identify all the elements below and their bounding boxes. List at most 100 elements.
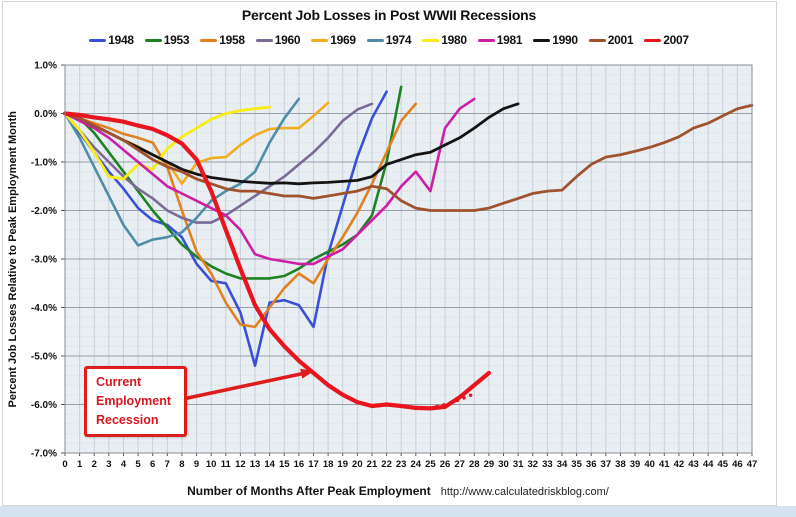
legend-swatch-1958	[200, 38, 218, 42]
legend-item-1948: 1948	[89, 33, 134, 47]
series-line-1953	[63, 85, 403, 280]
legend-item-2007: 2007	[644, 33, 689, 47]
legend-label-1980: 1980	[441, 33, 467, 47]
x-tick-label: 31	[513, 459, 524, 470]
x-tick-label: 42	[674, 459, 685, 470]
x-tick-label: 6	[150, 459, 155, 470]
legend-label-1948: 1948	[108, 33, 134, 47]
legend-swatch-1980	[422, 38, 440, 42]
x-tick-label: 16	[294, 459, 305, 470]
x-tick-label: 40	[644, 459, 655, 470]
x-tick-label: 44	[703, 459, 714, 470]
legend-label-1969: 1969	[330, 33, 356, 47]
legend-item-1981: 1981	[477, 33, 523, 47]
x-tick-label: 10	[206, 459, 217, 470]
x-tick-label: 22	[381, 459, 392, 470]
x-tick-label: 39	[630, 459, 641, 470]
x-tick-label: 14	[264, 459, 275, 470]
x-axis-title: Number of Months After Peak Employment	[187, 484, 431, 498]
legend: 1948 1953 1958 1960 1969 1974 1980 1981 1990 2001…	[0, 33, 778, 47]
x-tick-label: 7	[165, 459, 170, 470]
legend-item-1953: 1953	[144, 33, 190, 47]
legend-swatch-1948	[89, 38, 107, 42]
y-tick-label: -6.0%	[31, 400, 57, 411]
x-tick-label: 13	[250, 459, 261, 470]
legend-swatch-1981	[477, 38, 495, 42]
x-tick-label: 33	[542, 459, 553, 470]
source-url: http://www.calculatedriskblog.com/	[440, 486, 609, 498]
annotation-arrow-head	[300, 368, 314, 379]
legend-item-1960: 1960	[255, 33, 301, 47]
legend-label-1953: 1953	[163, 33, 190, 47]
x-tick-label: 45	[717, 459, 728, 470]
x-tick-label: 32	[527, 459, 538, 470]
current-recession-annotation: Current Employment Recession	[84, 366, 187, 437]
legend-swatch-1974	[366, 38, 384, 42]
x-tick-label: 19	[337, 459, 348, 470]
series-line-1958	[63, 102, 418, 329]
y-tick-label: -3.0%	[31, 255, 57, 266]
x-tick-label: 47	[747, 459, 758, 470]
x-tick-label: 8	[179, 459, 184, 470]
x-tick-label: 15	[279, 459, 290, 470]
plot-border	[64, 64, 753, 454]
legend-swatch-1953	[144, 38, 162, 42]
annotation-line-1: Current	[96, 375, 142, 389]
x-tick-label: 3	[106, 459, 111, 470]
x-tick-label: 29	[484, 459, 495, 470]
x-tick-label: 37	[601, 459, 612, 470]
x-tick-label: 46	[732, 459, 743, 470]
series-line-2001	[63, 103, 754, 212]
legend-label-1960: 1960	[274, 33, 301, 47]
bottom-strip	[0, 506, 796, 517]
chart-title: Percent Job Losses in Post WWII Recessio…	[241, 7, 537, 23]
x-tick-label: 5	[135, 459, 141, 470]
y-tick-label: -1.0%	[31, 158, 57, 169]
x-tick-label: 38	[615, 459, 626, 470]
x-tick-label: 9	[194, 459, 199, 470]
legend-swatch-1960	[255, 38, 273, 42]
legend-label-1974: 1974	[385, 33, 412, 47]
x-tick-label: 25	[425, 459, 436, 470]
x-tick-label: 2	[92, 459, 97, 470]
legend-item-2001: 2001	[588, 33, 634, 47]
x-axis-title-row: Number of Months After Peak Employment h…	[0, 484, 796, 498]
x-tick-label: 26	[440, 459, 451, 470]
y-tick-label: 0.0%	[34, 109, 57, 120]
x-tick-label: 41	[659, 459, 670, 470]
x-tick-label: 30	[498, 459, 509, 470]
legend-label-1981: 1981	[496, 33, 523, 47]
annotation-arrow-line	[182, 371, 304, 401]
x-tick-label: 23	[396, 459, 407, 470]
series-line-1960	[63, 102, 374, 224]
legend-item-1990: 1990	[533, 33, 578, 47]
x-tick-label: 28	[469, 459, 480, 470]
y-tick-label: -7.0%	[31, 449, 57, 460]
x-tick-label: 34	[557, 459, 568, 470]
x-tick-label: 1	[77, 459, 83, 470]
y-tick-label: 1.0%	[34, 61, 57, 72]
legend-item-1969: 1969	[311, 33, 356, 47]
legend-item-1974: 1974	[366, 33, 412, 47]
legend-swatch-2007	[644, 38, 662, 42]
x-tick-label: 18	[323, 459, 334, 470]
x-tick-label: 24	[411, 459, 422, 470]
series-line-1974	[63, 97, 301, 247]
legend-swatch-1990	[533, 38, 551, 42]
series-line-1981	[63, 97, 476, 266]
y-tick-label: -2.0%	[31, 206, 57, 217]
legend-item-1958: 1958	[200, 33, 245, 47]
x-tick-label: 17	[308, 459, 319, 470]
series-line-1990	[63, 102, 520, 186]
x-tick-label: 27	[454, 459, 465, 470]
legend-swatch-1969	[311, 38, 329, 42]
x-tick-label: 4	[121, 459, 127, 470]
legend-label-2007: 2007	[663, 33, 689, 47]
x-tick-label: 12	[235, 459, 246, 470]
series-line-1948	[63, 90, 388, 368]
x-tick-label: 20	[352, 459, 363, 470]
annotation-line-2: Employment	[96, 394, 172, 408]
legend-item-1980: 1980	[422, 33, 467, 47]
